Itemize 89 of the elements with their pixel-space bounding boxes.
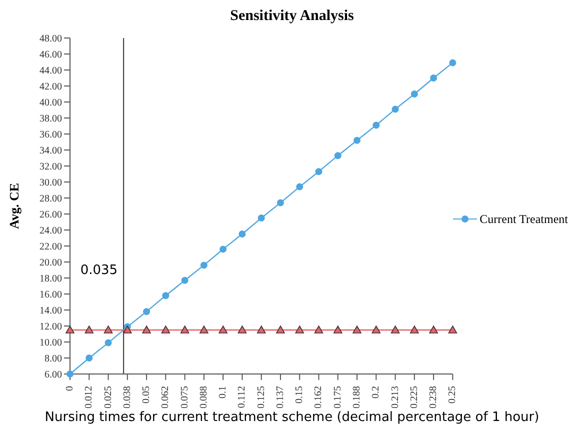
x-tick-label: 0.238: [428, 386, 440, 408]
y-tick-label: 34.00: [40, 146, 62, 157]
point: [200, 326, 208, 334]
point: [429, 326, 438, 334]
x-tick-label: 0.2: [370, 386, 382, 398]
y-tick-label: 44.00: [40, 66, 62, 77]
point: [181, 276, 188, 284]
y-tick-label: 32.00: [40, 162, 62, 173]
point: [372, 122, 380, 129]
x-tick-label: 0.175: [332, 386, 344, 408]
x-tick-label: 0: [64, 386, 76, 391]
point: [258, 214, 265, 222]
x-tick-label: 0.088: [198, 386, 210, 408]
y-tick-label: 40.00: [40, 98, 62, 109]
y-tick-label: 30.00: [40, 178, 62, 189]
ref-line-label: 0.035: [80, 263, 118, 278]
chart-title: Sensitivity Analysis: [229, 8, 355, 26]
x-tick-label: 0.062: [160, 386, 172, 408]
point: [142, 326, 151, 334]
x-tick-label: 0.038: [122, 386, 133, 408]
y-tick-label: 26.00: [40, 210, 62, 221]
point: [352, 326, 362, 334]
x-tick-label: 0.162: [313, 386, 324, 408]
x-tick-label: 0.012: [84, 386, 95, 408]
point: [276, 199, 284, 206]
point: [295, 326, 304, 334]
y-tick-label: 42.00: [40, 82, 62, 93]
point: [86, 354, 93, 362]
legend-label: Current Treatment: [480, 212, 568, 226]
x-tick-label: 0.25: [447, 386, 458, 404]
point: [238, 326, 247, 334]
y-tick-label: 10.00: [40, 338, 62, 349]
y-tick-label: 6.00: [44, 370, 62, 381]
x-tick-label: 0.05: [141, 386, 152, 404]
y-tick-label: 22.00: [40, 242, 62, 253]
x-tick-label: 0.188: [352, 386, 363, 408]
point: [66, 370, 74, 378]
point: [372, 326, 381, 334]
point: [334, 152, 342, 160]
y-tick-label: 18.00: [40, 274, 62, 285]
x-tick-label: 0.025: [102, 386, 114, 408]
y-tick-label: 46.00: [40, 50, 62, 61]
y-tick-label: 36.00: [40, 130, 62, 141]
y-tick-label: 28.00: [40, 194, 62, 205]
y-tick-label: 14.00: [40, 306, 62, 317]
y-tick-label: 8.00: [44, 354, 62, 365]
x-axis-title: Nursing times for current treatment scheme (decimal percentage of 1 hour): [44, 410, 540, 425]
point: [354, 136, 361, 144]
point: [392, 106, 399, 113]
point: [143, 308, 150, 316]
point: [276, 326, 285, 334]
point: [220, 246, 227, 253]
point: [314, 326, 324, 334]
point: [161, 326, 170, 334]
x-tick-label: 0.075: [179, 386, 190, 408]
point: [162, 292, 170, 300]
point: [333, 326, 342, 334]
y-tick-label: 48.00: [40, 34, 62, 45]
y-tick-label: 20.00: [40, 258, 62, 269]
point: [180, 326, 190, 334]
point: [256, 326, 266, 334]
x-tick-label: 0.125: [256, 386, 267, 408]
y-tick-label: 12.00: [40, 322, 62, 333]
y-tick-label: 38.00: [40, 114, 62, 125]
x-tick-label: 0.112: [236, 386, 248, 408]
point: [123, 326, 132, 334]
point: [200, 262, 208, 269]
y-tick-label: 16.00: [40, 290, 62, 301]
point: [390, 326, 400, 334]
y-axis-title: Avg. CE: [6, 183, 22, 229]
point: [448, 326, 458, 334]
point: [104, 339, 112, 346]
point: [410, 90, 418, 98]
point: [238, 230, 246, 238]
point: [449, 59, 456, 66]
point: [66, 326, 74, 334]
point: [218, 326, 228, 334]
point: [430, 74, 438, 82]
point: [315, 168, 322, 176]
y-tick-label: 24.00: [40, 226, 62, 237]
x-tick-label: 0.137: [274, 386, 286, 408]
point: [84, 326, 94, 334]
point: [104, 326, 113, 334]
point: [296, 183, 304, 190]
point: [410, 326, 419, 334]
x-tick-label: 0.1: [218, 386, 229, 398]
x-tick-label: 0.15: [294, 386, 306, 404]
x-tick-label: 0.225: [408, 386, 420, 408]
x-tick-label: 0.213: [390, 386, 401, 408]
